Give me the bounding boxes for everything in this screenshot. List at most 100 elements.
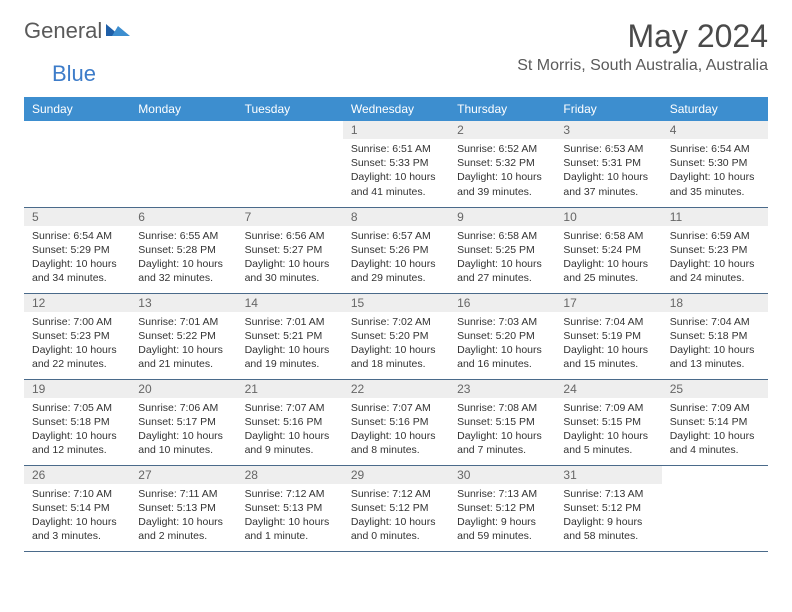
day-header: Saturday	[662, 97, 768, 121]
calendar-cell	[130, 121, 236, 207]
day-number: 6	[130, 208, 236, 226]
calendar-cell: 27Sunrise: 7:11 AMSunset: 5:13 PMDayligh…	[130, 465, 236, 551]
day-data: Sunrise: 7:04 AMSunset: 5:19 PMDaylight:…	[555, 312, 661, 378]
calendar-cell: 21Sunrise: 7:07 AMSunset: 5:16 PMDayligh…	[237, 379, 343, 465]
day-number: 5	[24, 208, 130, 226]
location: St Morris, South Australia, Australia	[517, 57, 768, 75]
calendar-cell: 5Sunrise: 6:54 AMSunset: 5:29 PMDaylight…	[24, 207, 130, 293]
calendar-cell: 23Sunrise: 7:08 AMSunset: 5:15 PMDayligh…	[449, 379, 555, 465]
month-title: May 2024	[517, 18, 768, 55]
day-number: 4	[662, 121, 768, 139]
day-number: 2	[449, 121, 555, 139]
title-block: May 2024 St Morris, South Australia, Aus…	[517, 18, 768, 75]
calendar-cell: 9Sunrise: 6:58 AMSunset: 5:25 PMDaylight…	[449, 207, 555, 293]
calendar-cell: 11Sunrise: 6:59 AMSunset: 5:23 PMDayligh…	[662, 207, 768, 293]
day-data: Sunrise: 7:03 AMSunset: 5:20 PMDaylight:…	[449, 312, 555, 378]
calendar-table: SundayMondayTuesdayWednesdayThursdayFrid…	[24, 97, 768, 552]
day-data: Sunrise: 6:59 AMSunset: 5:23 PMDaylight:…	[662, 226, 768, 292]
day-number: 25	[662, 380, 768, 398]
day-number: 8	[343, 208, 449, 226]
day-data: Sunrise: 6:55 AMSunset: 5:28 PMDaylight:…	[130, 226, 236, 292]
calendar-cell: 2Sunrise: 6:52 AMSunset: 5:32 PMDaylight…	[449, 121, 555, 207]
day-data: Sunrise: 6:58 AMSunset: 5:24 PMDaylight:…	[555, 226, 661, 292]
day-data: Sunrise: 7:12 AMSunset: 5:12 PMDaylight:…	[343, 484, 449, 550]
brand-logo: General	[24, 18, 136, 44]
calendar-cell: 6Sunrise: 6:55 AMSunset: 5:28 PMDaylight…	[130, 207, 236, 293]
day-data: Sunrise: 6:51 AMSunset: 5:33 PMDaylight:…	[343, 139, 449, 205]
calendar-cell: 31Sunrise: 7:13 AMSunset: 5:12 PMDayligh…	[555, 465, 661, 551]
day-number: 19	[24, 380, 130, 398]
day-header: Tuesday	[237, 97, 343, 121]
day-number: 29	[343, 466, 449, 484]
day-data: Sunrise: 6:57 AMSunset: 5:26 PMDaylight:…	[343, 226, 449, 292]
calendar-cell: 3Sunrise: 6:53 AMSunset: 5:31 PMDaylight…	[555, 121, 661, 207]
day-number: 26	[24, 466, 130, 484]
calendar-cell: 29Sunrise: 7:12 AMSunset: 5:12 PMDayligh…	[343, 465, 449, 551]
calendar-cell: 30Sunrise: 7:13 AMSunset: 5:12 PMDayligh…	[449, 465, 555, 551]
day-number: 20	[130, 380, 236, 398]
day-number: 28	[237, 466, 343, 484]
day-header: Thursday	[449, 97, 555, 121]
day-data: Sunrise: 7:07 AMSunset: 5:16 PMDaylight:…	[343, 398, 449, 464]
day-number: 10	[555, 208, 661, 226]
calendar-cell: 19Sunrise: 7:05 AMSunset: 5:18 PMDayligh…	[24, 379, 130, 465]
day-number: 11	[662, 208, 768, 226]
day-number: 31	[555, 466, 661, 484]
day-number: 7	[237, 208, 343, 226]
day-data: Sunrise: 7:08 AMSunset: 5:15 PMDaylight:…	[449, 398, 555, 464]
day-data: Sunrise: 6:53 AMSunset: 5:31 PMDaylight:…	[555, 139, 661, 205]
day-number: 14	[237, 294, 343, 312]
day-number: 18	[662, 294, 768, 312]
day-data: Sunrise: 7:07 AMSunset: 5:16 PMDaylight:…	[237, 398, 343, 464]
day-data: Sunrise: 6:54 AMSunset: 5:29 PMDaylight:…	[24, 226, 130, 292]
day-data: Sunrise: 7:04 AMSunset: 5:18 PMDaylight:…	[662, 312, 768, 378]
calendar-cell: 12Sunrise: 7:00 AMSunset: 5:23 PMDayligh…	[24, 293, 130, 379]
day-number: 9	[449, 208, 555, 226]
calendar-cell: 1Sunrise: 6:51 AMSunset: 5:33 PMDaylight…	[343, 121, 449, 207]
day-data: Sunrise: 6:54 AMSunset: 5:30 PMDaylight:…	[662, 139, 768, 205]
day-number: 12	[24, 294, 130, 312]
day-data: Sunrise: 7:01 AMSunset: 5:22 PMDaylight:…	[130, 312, 236, 378]
day-number: 15	[343, 294, 449, 312]
day-data: Sunrise: 7:09 AMSunset: 5:14 PMDaylight:…	[662, 398, 768, 464]
day-header: Sunday	[24, 97, 130, 121]
calendar-cell: 10Sunrise: 6:58 AMSunset: 5:24 PMDayligh…	[555, 207, 661, 293]
calendar-cell	[237, 121, 343, 207]
day-number: 27	[130, 466, 236, 484]
day-data: Sunrise: 7:09 AMSunset: 5:15 PMDaylight:…	[555, 398, 661, 464]
calendar-cell: 14Sunrise: 7:01 AMSunset: 5:21 PMDayligh…	[237, 293, 343, 379]
calendar-cell: 25Sunrise: 7:09 AMSunset: 5:14 PMDayligh…	[662, 379, 768, 465]
day-data: Sunrise: 6:58 AMSunset: 5:25 PMDaylight:…	[449, 226, 555, 292]
day-number: 17	[555, 294, 661, 312]
day-data: Sunrise: 7:13 AMSunset: 5:12 PMDaylight:…	[555, 484, 661, 550]
day-header: Friday	[555, 97, 661, 121]
day-data: Sunrise: 6:52 AMSunset: 5:32 PMDaylight:…	[449, 139, 555, 205]
day-number: 23	[449, 380, 555, 398]
calendar-cell	[662, 465, 768, 551]
day-data: Sunrise: 7:11 AMSunset: 5:13 PMDaylight:…	[130, 484, 236, 550]
calendar-cell: 28Sunrise: 7:12 AMSunset: 5:13 PMDayligh…	[237, 465, 343, 551]
day-header: Monday	[130, 97, 236, 121]
calendar-cell: 18Sunrise: 7:04 AMSunset: 5:18 PMDayligh…	[662, 293, 768, 379]
calendar-cell: 26Sunrise: 7:10 AMSunset: 5:14 PMDayligh…	[24, 465, 130, 551]
day-number: 22	[343, 380, 449, 398]
calendar-cell: 8Sunrise: 6:57 AMSunset: 5:26 PMDaylight…	[343, 207, 449, 293]
calendar-cell: 24Sunrise: 7:09 AMSunset: 5:15 PMDayligh…	[555, 379, 661, 465]
calendar-cell	[24, 121, 130, 207]
day-data: Sunrise: 7:00 AMSunset: 5:23 PMDaylight:…	[24, 312, 130, 378]
day-number: 1	[343, 121, 449, 139]
calendar-cell: 17Sunrise: 7:04 AMSunset: 5:19 PMDayligh…	[555, 293, 661, 379]
day-number: 3	[555, 121, 661, 139]
day-number: 30	[449, 466, 555, 484]
day-number: 16	[449, 294, 555, 312]
day-data: Sunrise: 6:56 AMSunset: 5:27 PMDaylight:…	[237, 226, 343, 292]
calendar-cell: 16Sunrise: 7:03 AMSunset: 5:20 PMDayligh…	[449, 293, 555, 379]
calendar-head: SundayMondayTuesdayWednesdayThursdayFrid…	[24, 97, 768, 121]
calendar-cell: 4Sunrise: 6:54 AMSunset: 5:30 PMDaylight…	[662, 121, 768, 207]
day-data: Sunrise: 7:01 AMSunset: 5:21 PMDaylight:…	[237, 312, 343, 378]
day-header: Wednesday	[343, 97, 449, 121]
brand-name-b: Blue	[52, 61, 96, 86]
day-data: Sunrise: 7:06 AMSunset: 5:17 PMDaylight:…	[130, 398, 236, 464]
calendar-cell: 15Sunrise: 7:02 AMSunset: 5:20 PMDayligh…	[343, 293, 449, 379]
calendar-cell: 22Sunrise: 7:07 AMSunset: 5:16 PMDayligh…	[343, 379, 449, 465]
